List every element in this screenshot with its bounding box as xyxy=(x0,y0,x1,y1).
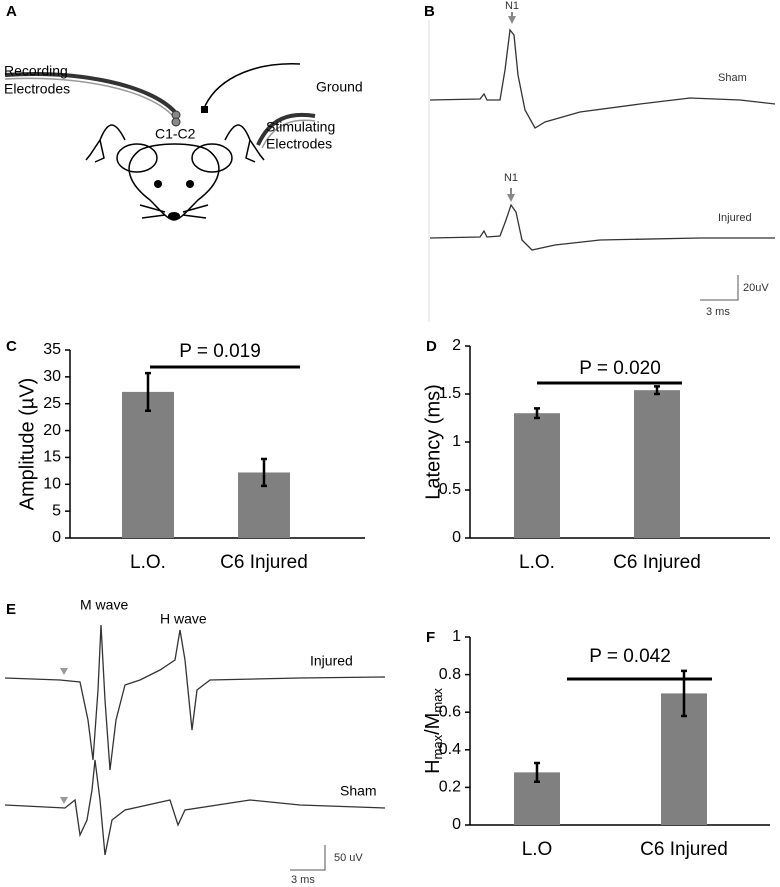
mouse-diagram: Recording Electrodes Ground C1-C2 Stimul… xyxy=(4,63,363,221)
y-tick-label: 15 xyxy=(43,449,61,466)
y-axis-label-part: max xyxy=(430,734,445,759)
y-axis-label-part: H xyxy=(422,759,444,773)
head xyxy=(128,143,220,221)
diagram-label: Ground xyxy=(316,79,363,95)
panel-labels: A B C D E F xyxy=(6,3,437,646)
y-tick-label: 20 xyxy=(43,422,61,439)
panel-e-traces: M wave H wave Injured Sham 50 uV 3 ms xyxy=(4,597,386,886)
diagram-label: Stimulating xyxy=(266,119,335,135)
diagram-label: C1-C2 xyxy=(155,126,196,142)
nose xyxy=(168,212,180,220)
x-tick-label: L.O. xyxy=(519,552,555,573)
left-arm xyxy=(85,124,126,163)
error-bar xyxy=(145,371,151,412)
y-tick-label: 30 xyxy=(43,368,61,385)
diagram-label: Recording xyxy=(4,63,68,79)
trace-label: N1 xyxy=(505,0,519,12)
arrow xyxy=(60,668,68,804)
y-tick-label: 0.6 xyxy=(439,703,461,720)
eye xyxy=(186,180,194,188)
scale-bar xyxy=(700,275,739,301)
y-tick-label: 0 xyxy=(452,816,461,833)
y-tick-label: 0.8 xyxy=(439,666,461,683)
scale-bar xyxy=(290,845,326,871)
x-tick-label: C6 Injured xyxy=(220,552,308,573)
y-tick-label: 25 xyxy=(43,395,61,412)
y-axis-label: Hmax/Mmax xyxy=(422,688,445,774)
ear xyxy=(116,143,158,173)
y-tick-label: 0.5 xyxy=(439,481,461,498)
scale-label: 3 ms xyxy=(291,874,315,886)
stimulating-electrode xyxy=(261,119,316,149)
trace-sham xyxy=(429,28,776,129)
annotation: P = 0.019 xyxy=(179,341,261,362)
ground-electrode xyxy=(201,106,208,113)
x-tick-label: C6 Injured xyxy=(640,839,728,860)
error-bar xyxy=(534,407,540,420)
bar xyxy=(514,413,560,538)
trace-label: Sham xyxy=(718,72,747,84)
trace-sham xyxy=(4,759,386,856)
bar xyxy=(122,391,174,538)
error-bar xyxy=(261,457,267,488)
whiskers xyxy=(139,204,209,219)
scale-label: 20uV xyxy=(743,282,769,294)
scale-label: 50 uV xyxy=(334,852,363,864)
diagram-label: Electrodes xyxy=(4,81,70,97)
recording-electrode xyxy=(4,77,173,116)
x-tick-label: C6 Injured xyxy=(613,552,701,573)
y-tick-label: 0.4 xyxy=(439,741,461,758)
y-axis-label-part: max xyxy=(430,688,445,713)
trace-injured xyxy=(429,203,775,251)
bar xyxy=(634,390,680,538)
y-axis-label: Amplitude (µV) xyxy=(16,378,38,511)
trace-label: Injured xyxy=(718,212,752,224)
panel-label: A xyxy=(6,3,17,20)
y-tick-label: 0 xyxy=(52,529,61,546)
panel-b-traces: N1 Sham N1 Injured 20uV 3 ms xyxy=(428,0,776,322)
diagram-label: Electrodes xyxy=(266,136,332,152)
annotation: P = 0.042 xyxy=(589,646,671,667)
recording-electrode xyxy=(4,72,177,114)
ground-wire xyxy=(204,63,301,107)
trace-label: N1 xyxy=(504,172,518,184)
right-arm xyxy=(224,124,265,163)
y-tick-label: 10 xyxy=(43,476,61,493)
y-tick-label: 0 xyxy=(452,529,461,546)
trace-label: H wave xyxy=(160,611,207,627)
y-tick-label: 1 xyxy=(452,433,461,450)
panel-label: C xyxy=(6,338,17,355)
y-tick-label: 5 xyxy=(52,502,61,519)
y-tick-label: 35 xyxy=(43,341,61,358)
scale-label: 3 ms xyxy=(706,306,730,318)
ear xyxy=(191,143,233,173)
x-tick-label: L.O. xyxy=(130,552,166,573)
error-bar xyxy=(654,385,660,396)
panel-label: D xyxy=(426,338,437,355)
trace-label: Sham xyxy=(340,783,377,799)
trace-label: Injured xyxy=(310,653,353,669)
y-tick-label: 1.5 xyxy=(439,385,461,402)
annotation: P = 0.020 xyxy=(579,358,661,379)
panel-label: F xyxy=(426,629,435,646)
x-tick-label: L.O xyxy=(522,839,553,860)
trace-injured xyxy=(4,624,386,771)
panel-label: B xyxy=(424,3,435,20)
y-tick-label: 0.2 xyxy=(439,779,461,796)
y-axis-label-part: /M xyxy=(422,713,444,735)
electrode-tip xyxy=(171,117,181,127)
trace-label: M wave xyxy=(80,597,128,613)
y-tick-label: 2 xyxy=(452,337,461,354)
stimulating-electrode xyxy=(256,112,316,146)
arrow xyxy=(507,188,515,202)
y-tick-label: 1 xyxy=(452,628,461,645)
y-axis-label: Latency (ms) xyxy=(422,384,444,500)
error-bar xyxy=(534,761,540,784)
panel-label: E xyxy=(6,601,16,618)
eye xyxy=(154,180,162,188)
arrow xyxy=(508,12,516,24)
